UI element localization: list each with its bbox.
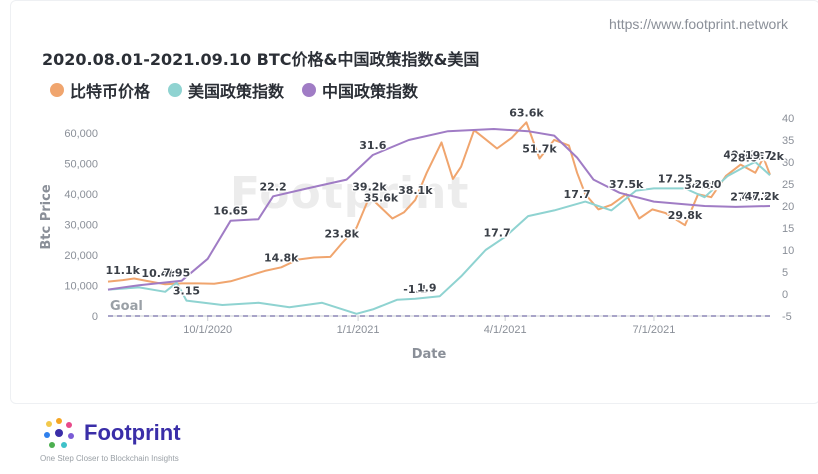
y-left-tick-label: 30,000: [64, 220, 98, 232]
x-tick-label: 7/1/2021: [633, 324, 676, 336]
legend-swatch-cn: [302, 83, 317, 97]
data-label: 17.25: [658, 172, 693, 185]
data-label: 22.2: [260, 180, 287, 193]
data-label: 17.7: [483, 226, 510, 239]
legend-swatch-us: [168, 83, 183, 97]
legend: 比特币价格 美国政策指数 中国政策指数: [50, 78, 418, 102]
line-chart: 0 10,000 20,000 30,000 40,000 50,000 60,000 -5 0…: [39, 105, 794, 362]
data-label: 14.8k: [264, 251, 299, 264]
data-label: 17.7: [564, 188, 591, 201]
y-left-tick-label: 20,000: [64, 250, 98, 262]
series-line-cn: [107, 128, 771, 291]
legend-swatch-btc: [50, 83, 64, 97]
data-label: 16.65: [213, 205, 248, 218]
footprint-logo-icon: [44, 418, 74, 448]
brand-logo: Footprint: [40, 416, 181, 450]
x-axis-title: Date: [412, 347, 447, 362]
data-label: 26.0: [694, 178, 721, 191]
y-right-tick-label: 10: [782, 245, 794, 257]
data-label: 29.8k: [668, 209, 703, 222]
data-label: 38.1k: [398, 184, 433, 197]
y-right-tick-label: 30: [782, 157, 794, 169]
data-label: 23.8k: [325, 228, 360, 241]
data-label: 11.1k: [105, 264, 140, 277]
y-left-tick-label: 40,000: [64, 189, 98, 201]
legend-label-us: 美国政策指数: [188, 82, 285, 101]
data-label: 47.2k: [745, 190, 780, 203]
data-label: 31.6: [359, 139, 386, 152]
data-label: 51.7k: [522, 143, 557, 156]
y-left-tick-label: 50,000: [64, 159, 98, 171]
data-label: 1.9: [417, 282, 437, 295]
data-label: 34.2k: [684, 179, 719, 192]
brand-tagline: One Step Closer to Blockchain Insights: [40, 454, 179, 463]
y-right-tick-label: 20: [782, 201, 794, 213]
x-tick-label: 1/1/2021: [337, 324, 380, 336]
data-label: 27.4: [730, 191, 757, 204]
goal-label: Goal: [110, 299, 143, 314]
data-label: 3.15: [173, 285, 200, 298]
data-label: 63.6k: [509, 106, 544, 119]
y-right-tick-label: 25: [782, 179, 794, 191]
data-label: 47.7: [742, 190, 769, 203]
y-left-tick-label: 0: [92, 311, 98, 323]
y-right-tick-label: -5: [782, 311, 792, 323]
data-label: 37.5k: [609, 178, 644, 191]
data-label: 35.6k: [364, 192, 399, 205]
legend-item-us[interactable]: 美国政策指数: [168, 78, 284, 102]
y-right-tick-label: 15: [782, 223, 794, 235]
brand-name: Footprint: [84, 420, 181, 445]
y-right-tick-label: 0: [782, 289, 788, 301]
x-tick-label: 4/1/2021: [484, 324, 527, 336]
legend-label-btc: 比特币价格: [70, 82, 151, 101]
chart-title: 2020.08.01-2021.09.10 BTC价格&中国政策指数&美国: [42, 50, 480, 69]
data-label: 10.4k: [141, 267, 176, 280]
y-right-tick-label: 40: [782, 113, 794, 125]
data-label: 39.2k: [352, 181, 387, 194]
y-right-tick-label: 5: [782, 267, 788, 279]
source-url[interactable]: https://www.footprint.network: [609, 16, 788, 32]
y-left-tick-label: 60,000: [64, 128, 98, 140]
data-label: 46.2k: [749, 150, 784, 163]
data-label: 7.95: [163, 267, 190, 280]
series-line-btc: [107, 121, 771, 286]
y-right-tick-label: 35: [782, 135, 794, 147]
legend-label-cn: 中国政策指数: [322, 82, 419, 101]
x-tick-label: 10/1/2020: [183, 324, 232, 336]
data-label: 49.7k: [723, 149, 758, 162]
y-axis-title: Btc Price: [39, 184, 54, 249]
legend-item-btc[interactable]: 比特币价格: [50, 78, 150, 102]
data-label: -1.1: [403, 283, 427, 296]
data-label: 28.6: [730, 151, 757, 164]
y-left-tick-label: 10,000: [64, 281, 98, 293]
data-label: 19.7: [745, 149, 772, 162]
series-line-us: [107, 161, 771, 315]
legend-item-cn[interactable]: 中国政策指数: [302, 78, 418, 102]
